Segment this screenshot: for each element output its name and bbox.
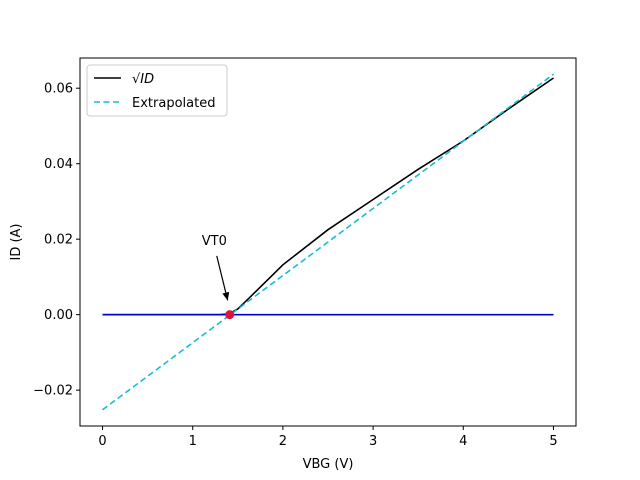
- axes-frame: [79, 57, 577, 427]
- annotation-arrow-head: [222, 291, 230, 301]
- annotation-label: VT0: [202, 234, 227, 249]
- x-tick-label: 0: [98, 434, 106, 449]
- legend-label: √ID: [132, 72, 154, 87]
- y-tick-label: 0.06: [44, 82, 73, 97]
- y-axis-label: ID (A): [9, 223, 24, 260]
- x-axis-label: VBG (V): [303, 457, 354, 472]
- y-tick-label: 0.04: [44, 157, 73, 172]
- plot-area: [102, 73, 554, 411]
- legend-box: [86, 64, 228, 117]
- legend: √ID Extrapolated: [86, 64, 228, 117]
- x-tick-label: 3: [369, 434, 377, 449]
- y-tick-label: 0.02: [44, 233, 73, 248]
- threshold-point-marker: [225, 310, 235, 320]
- y-tick-label: 0.00: [44, 308, 73, 323]
- legend-label: Extrapolated: [132, 96, 215, 111]
- y-tick-label: −0.02: [33, 384, 73, 399]
- axis-ticks: 0 1 2 3 4 5 −0.02 0.00 0.02 0.04 0.06: [33, 82, 557, 449]
- x-tick-label: 5: [549, 434, 557, 449]
- x-tick-label: 4: [459, 434, 467, 449]
- x-tick-label: 2: [279, 434, 287, 449]
- x-tick-label: 1: [189, 434, 197, 449]
- annotation: VT0: [202, 234, 230, 301]
- extrapolated-line: [102, 73, 554, 411]
